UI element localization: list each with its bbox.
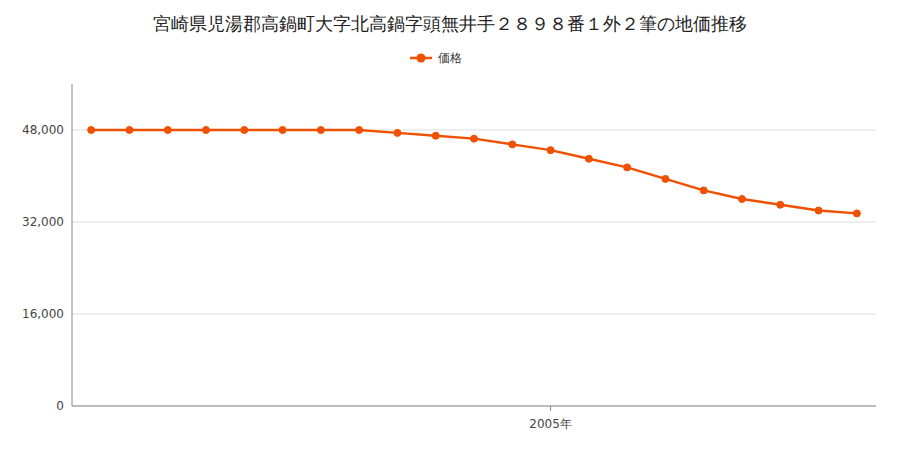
marker xyxy=(662,175,669,182)
marker xyxy=(471,135,478,142)
marker xyxy=(547,147,554,154)
legend-marker xyxy=(417,54,426,63)
chart: 宮崎県児湯郡高鍋町大字北高鍋字頭無井手２８９８番１外２筆の地価推移 0 16,000… xyxy=(0,0,900,450)
marker xyxy=(624,164,631,171)
grid-line xyxy=(72,314,876,315)
y-tick-label: 48,000 xyxy=(22,123,64,137)
grid-line xyxy=(72,406,876,407)
marker xyxy=(203,127,210,134)
marker xyxy=(700,187,707,194)
x-tick-label: 2005年 xyxy=(529,417,572,431)
marker xyxy=(279,127,286,134)
x-tick xyxy=(550,406,551,411)
axes: 0 16,000 32,000 48,000 2005年 xyxy=(22,84,876,431)
marker xyxy=(432,132,439,139)
y-axis-line xyxy=(72,84,73,406)
marker xyxy=(88,127,95,134)
y-tick-label: 16,000 xyxy=(22,307,64,321)
marker xyxy=(394,129,401,136)
marker xyxy=(815,207,822,214)
marker xyxy=(164,127,171,134)
marker xyxy=(509,141,516,148)
title: 宮崎県児湯郡高鍋町大字北高鍋字頭無井手２８９８番１外２筆の地価推移 xyxy=(153,13,747,34)
marker xyxy=(739,196,746,203)
grid-line xyxy=(72,222,876,223)
marker xyxy=(317,127,324,134)
legend-label: 価格 xyxy=(438,51,462,65)
marker xyxy=(126,127,133,134)
marker xyxy=(356,127,363,134)
marker xyxy=(585,155,592,162)
series-group xyxy=(88,127,861,217)
x-axis-line xyxy=(72,406,876,407)
y-tick-label: 0 xyxy=(56,399,64,413)
y-tick-label: 32,000 xyxy=(22,215,64,229)
marker xyxy=(853,210,860,217)
legend: 価格 xyxy=(410,51,462,65)
line xyxy=(91,130,857,213)
marker xyxy=(777,201,784,208)
marker xyxy=(241,127,248,134)
